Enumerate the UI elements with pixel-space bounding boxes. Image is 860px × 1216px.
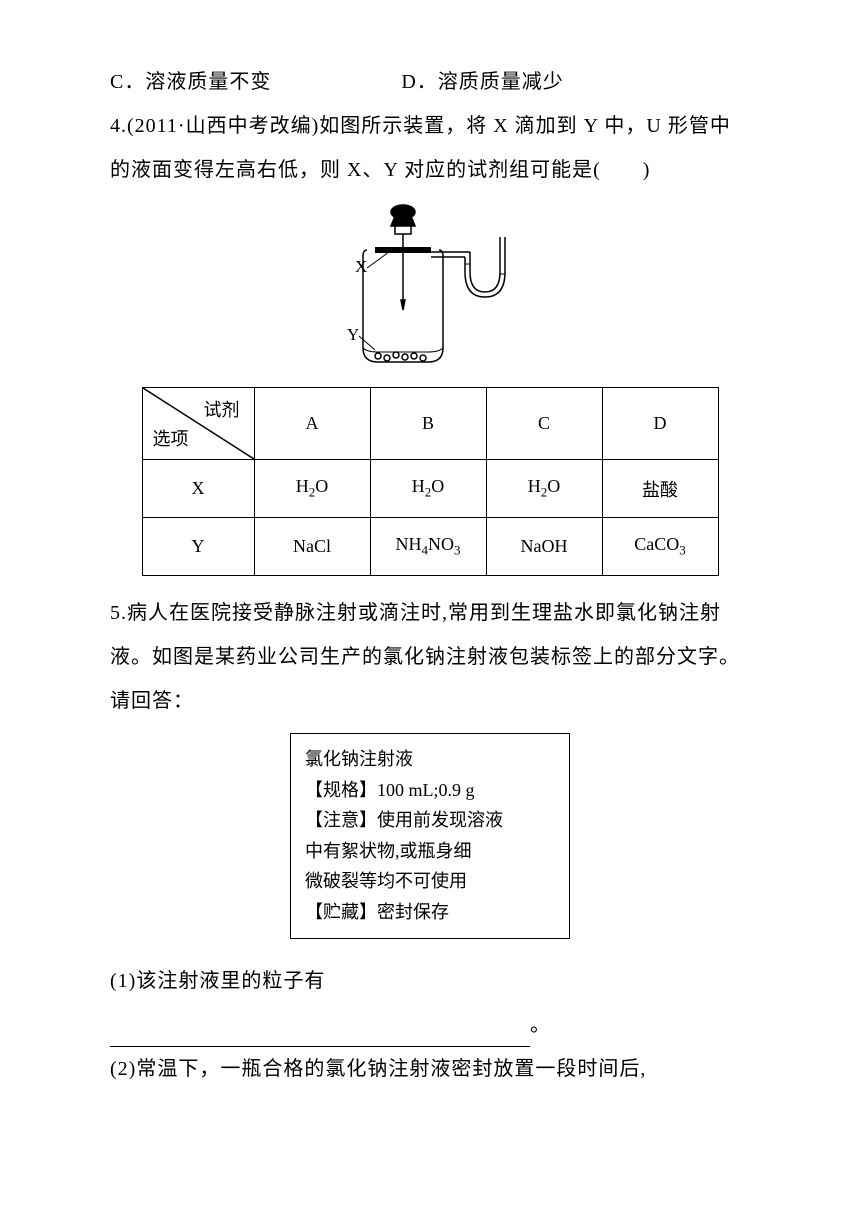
reagent-table: 试剂 选项 A B C D X H2O H2O H2O 盐酸 Y NaCl NH…	[142, 387, 719, 576]
cell: NaCl	[254, 518, 370, 576]
option-c: C．溶液质量不变	[110, 60, 271, 104]
label-y: Y	[347, 325, 359, 344]
q4-text: 4.(2011·山西中考改编)如图所示装置，将 X 滴加到 Y 中，U 形管中的…	[110, 104, 750, 192]
option-d: D．溶质质量减少	[401, 60, 563, 104]
label-line: 【规格】100 mL;0.9 g	[305, 775, 555, 806]
granules	[375, 352, 426, 361]
col-d: D	[602, 388, 718, 460]
answer-blank[interactable]	[110, 1027, 530, 1047]
cell: H2O	[486, 460, 602, 518]
table-row: Y NaCl NH4NO3 NaOH CaCO3	[142, 518, 718, 576]
label-line: 氯化钠注射液	[305, 744, 555, 775]
col-a: A	[254, 388, 370, 460]
q5-sub2: (2)常温下，一瓶合格的氯化钠注射液密封放置一段时间后,	[110, 1047, 750, 1091]
q5-sub1: (1)该注射液里的粒子有	[110, 959, 750, 1003]
col-b: B	[370, 388, 486, 460]
cell: H2O	[370, 460, 486, 518]
label-line: 中有絮状物,或瓶身细	[305, 836, 555, 867]
cell: CaCO3	[602, 518, 718, 576]
row-x-label: X	[142, 460, 254, 518]
label-x: X	[355, 257, 367, 276]
blank-answer: 。	[110, 1003, 750, 1047]
row-y-label: Y	[142, 518, 254, 576]
q3-options: C．溶液质量不变 D．溶质质量减少	[110, 60, 750, 104]
cell: NH4NO3	[370, 518, 486, 576]
cell: NaOH	[486, 518, 602, 576]
cell: 盐酸	[602, 460, 718, 518]
label-line: 【贮藏】密封保存	[305, 897, 555, 928]
label-line: 微破裂等均不可使用	[305, 866, 555, 897]
label-line: 【注意】使用前发现溶液	[305, 805, 555, 836]
cell: H2O	[254, 460, 370, 518]
table-header-diag: 试剂 选项	[142, 388, 254, 460]
col-c: C	[486, 388, 602, 460]
table-row: X H2O H2O H2O 盐酸	[142, 460, 718, 518]
q5-text: 5.病人在医院接受静脉注射或滴注时,常用到生理盐水即氯化钠注射液。如图是某药业公…	[110, 591, 750, 723]
medicine-label: 氯化钠注射液 【规格】100 mL;0.9 g 【注意】使用前发现溶液 中有絮状…	[290, 733, 570, 939]
apparatus-diagram: X Y	[110, 202, 750, 377]
